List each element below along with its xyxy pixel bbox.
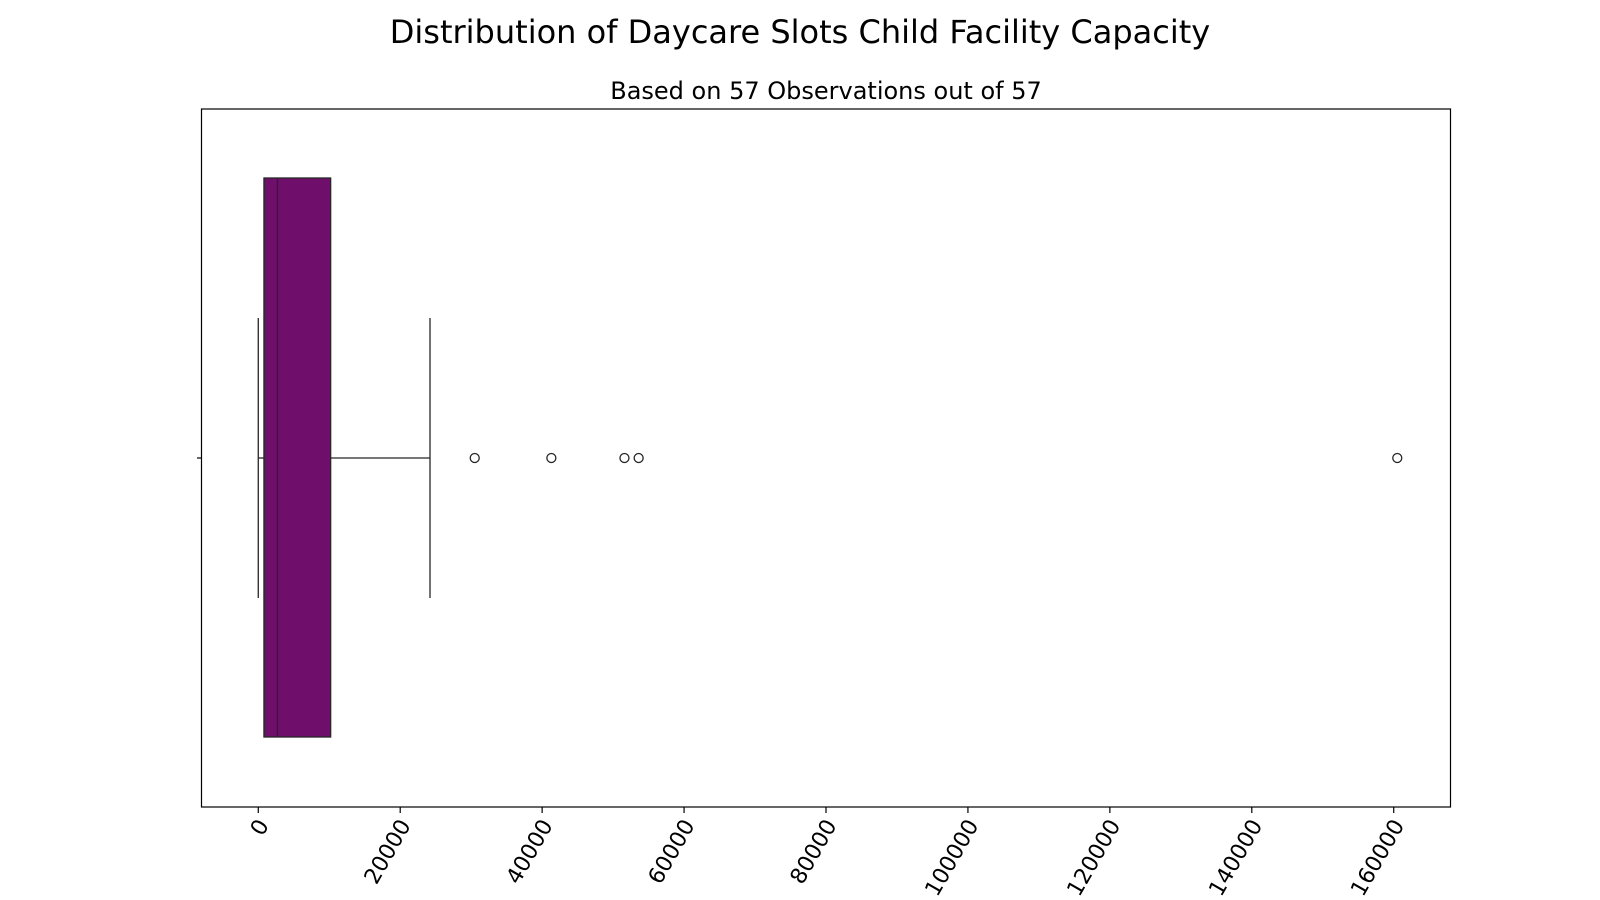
x-tick-label: 0 [246, 816, 275, 841]
chart-subtitle: Based on 57 Observations out of 57 [610, 77, 1042, 105]
outlier-point [1392, 452, 1403, 464]
outlier-point [546, 452, 557, 464]
x-tick-label: 120000 [1063, 816, 1127, 900]
x-tick-label: 100000 [921, 816, 985, 900]
x-tick-label: 80000 [786, 816, 843, 889]
iqr-box [263, 177, 332, 738]
outlier-point [633, 452, 644, 464]
x-tick-label: 160000 [1346, 816, 1410, 900]
x-tick-label: 140000 [1205, 816, 1269, 900]
x-axis: 0 20000 40000 60000 80000 100000 120000 140000 1… [246, 807, 1410, 900]
x-tick-label: 40000 [502, 816, 559, 889]
chart-title: Distribution of Daycare Slots Child Faci… [390, 13, 1210, 51]
outlier-point [619, 452, 630, 464]
x-tick-label: 60000 [644, 816, 701, 889]
outlier-point [469, 452, 480, 464]
x-tick-label: 20000 [360, 816, 417, 889]
plot-layer [257, 177, 1403, 738]
